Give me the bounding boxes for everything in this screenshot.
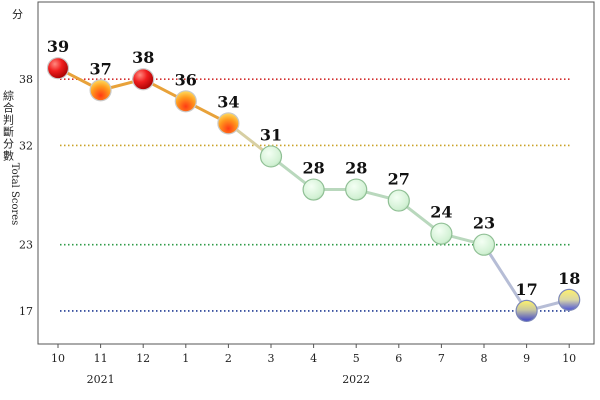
data-point [89, 79, 112, 102]
x-tick-label: 6 [395, 352, 402, 365]
data-point [558, 288, 581, 311]
data-label: 39 [47, 37, 69, 56]
x-tick-label: 7 [438, 352, 445, 365]
y-tick-label-32: 32 [19, 139, 33, 152]
data-label: 18 [558, 269, 580, 288]
data-point [387, 189, 410, 212]
line-segment [482, 243, 529, 313]
x-tick-label: 5 [353, 352, 360, 365]
data-point [302, 178, 325, 201]
data-labels: 39 37 38 36 34 31 28 28 27 24 23 17 18 [47, 37, 580, 299]
y-axis-title-cjk: 綜合判斷分數 [2, 89, 15, 162]
data-label: 37 [89, 59, 111, 78]
x-tick-label: 1 [182, 352, 189, 365]
data-label: 36 [175, 70, 197, 89]
x-tick-label: 4 [310, 352, 317, 365]
year-labels: 2021 2022 [87, 373, 371, 386]
data-label: 17 [515, 280, 537, 299]
data-point [472, 233, 496, 256]
y-tick-label-17: 17 [19, 305, 33, 318]
x-tick-label: 11 [94, 352, 108, 365]
x-tick-label: 3 [268, 352, 275, 365]
data-point [515, 299, 538, 323]
data-label: 23 [473, 214, 495, 233]
x-tick-label: 8 [481, 352, 488, 365]
data-label: 28 [345, 159, 367, 178]
data-point [46, 57, 70, 80]
y-tick-label-38: 38 [19, 73, 33, 86]
data-point [345, 178, 368, 201]
series-points [46, 57, 581, 323]
year-label-2022: 2022 [342, 373, 370, 386]
data-label: 27 [388, 170, 410, 189]
data-point [174, 90, 197, 113]
data-point [430, 222, 453, 245]
data-label: 28 [302, 159, 324, 178]
data-label: 24 [430, 203, 452, 222]
plot-frame [37, 1, 595, 345]
x-tick-label: 10 [51, 352, 65, 365]
x-axis-ticks: 10 11 12 1 2 3 4 5 6 7 8 9 10 [51, 344, 576, 365]
year-label-2021: 2021 [87, 373, 115, 386]
x-tick-label: 2 [225, 352, 232, 365]
data-point [132, 68, 155, 91]
x-tick-label: 9 [523, 352, 530, 365]
data-label: 38 [132, 48, 154, 67]
y-axis-ticks: 17 23 32 38 [19, 73, 33, 318]
y-tick-label-23: 23 [19, 239, 33, 252]
x-tick-label: 12 [136, 352, 150, 365]
data-label: 31 [260, 125, 282, 144]
x-tick-label: 10 [562, 352, 576, 365]
data-point [259, 145, 283, 168]
y-unit-label: 分 [12, 8, 23, 21]
data-label: 34 [217, 92, 239, 111]
data-point [217, 112, 240, 135]
y-axis-title-en: Total Scores [9, 163, 20, 226]
